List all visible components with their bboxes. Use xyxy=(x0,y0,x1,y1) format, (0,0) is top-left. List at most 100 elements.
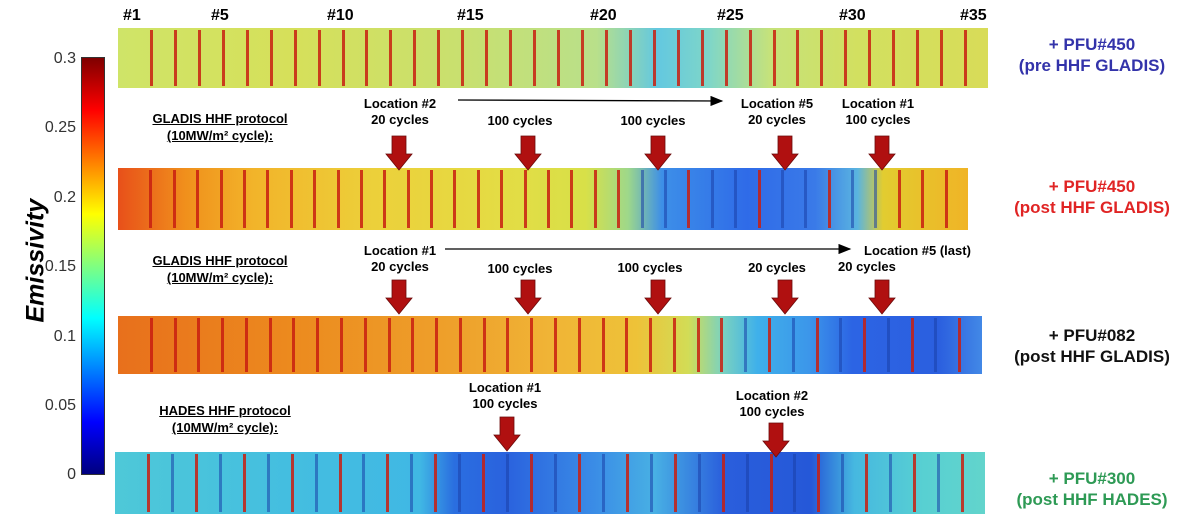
pfu-strip-4 xyxy=(115,452,985,514)
tile-gap-line xyxy=(149,170,153,228)
tile-gap-line xyxy=(194,454,198,512)
annotation-location-5-last: Location #5 (last) 20 cycles xyxy=(838,243,988,275)
pfu-id: + PFU#450 xyxy=(1048,177,1136,196)
tile-gap-line xyxy=(604,30,608,86)
tile-gap-line xyxy=(244,318,248,372)
down-arrow-icon xyxy=(644,135,672,171)
tile-gap-line xyxy=(934,318,938,372)
down-arrow-icon xyxy=(868,135,896,171)
tile-gap-line xyxy=(601,454,605,512)
tile-gap-line xyxy=(218,454,222,512)
tile-gap-line xyxy=(687,170,691,228)
tile-gap-line xyxy=(710,170,714,228)
annotation-location-1: Location #1 20 cycles xyxy=(350,243,450,275)
tile-gap-line xyxy=(640,170,644,228)
tile-gap-line xyxy=(149,318,153,372)
tile-gap-line xyxy=(341,30,345,86)
pfu-label-4: + PFU#300 (post HHF HADES) xyxy=(992,468,1192,510)
tile-gap-line xyxy=(523,170,527,228)
tile-gap-line xyxy=(676,30,680,86)
annotation-cycles: 100 cycles xyxy=(620,113,686,128)
protocol-label-2: GLADIS HHF protocol (10MW/m² cycle): xyxy=(130,252,310,286)
protocol-flux: (10MW/m² cycle): xyxy=(166,270,274,285)
tile-gap-line xyxy=(363,318,367,372)
tile-gap-line xyxy=(961,454,965,512)
tile-gap-line xyxy=(744,318,748,372)
tile-gap-line xyxy=(530,318,534,372)
annotation-location: Location #5 (last) xyxy=(864,243,971,258)
annotation-cycles: 20 cycles xyxy=(748,112,806,127)
annotation-cycles: 20 cycles xyxy=(371,112,429,127)
tile-gap-line xyxy=(242,170,246,228)
tile-gap-line xyxy=(547,170,550,228)
colorbar-tick: 0.2 xyxy=(53,189,76,206)
tile-gap-line xyxy=(697,454,701,512)
tile-number: #35 xyxy=(960,7,987,24)
tile-gap-line xyxy=(221,318,225,372)
pfu-id: + PFU#300 xyxy=(1048,469,1136,488)
tile-gap-line xyxy=(485,30,489,86)
tile-gap-line xyxy=(196,170,200,228)
tile-number: #30 xyxy=(839,7,866,24)
pfu-strip-3 xyxy=(118,316,982,374)
tile-gap-line xyxy=(734,170,738,228)
tile-gap-line xyxy=(290,454,294,512)
tile-gap-line xyxy=(649,318,653,372)
tile-gap-line xyxy=(316,318,320,372)
tile-gap-line xyxy=(913,454,917,512)
down-arrow-icon xyxy=(385,135,413,171)
tile-gap-line xyxy=(874,170,878,228)
tile-gap-line xyxy=(530,454,534,512)
annotation-cycles: 20 cycles xyxy=(748,260,806,275)
tile-gap-line xyxy=(221,30,225,86)
annotation-cycles: 100 cycles xyxy=(739,404,805,419)
tile-gap-line xyxy=(389,30,393,86)
tile-gap-line xyxy=(458,454,462,512)
tile-gap-line xyxy=(700,30,704,86)
tile-number: #20 xyxy=(590,7,617,24)
tile-gap-line xyxy=(410,454,414,512)
tile-gap-line xyxy=(889,454,893,512)
tile-gap-line xyxy=(748,30,752,86)
tile-gap-line xyxy=(533,30,537,86)
tile-gap-line xyxy=(580,30,584,86)
tile-gap-line xyxy=(944,170,948,228)
tile-number: #10 xyxy=(327,7,354,24)
tile-gap-line xyxy=(482,318,486,372)
tile-gap-line xyxy=(937,454,941,512)
tile-gap-line xyxy=(506,454,510,512)
annotation-location: Location #2 xyxy=(735,388,809,403)
tile-gap-line xyxy=(772,30,776,86)
pfu-condition: (post HHF GLADIS) xyxy=(1014,198,1170,217)
colorbar-gradient xyxy=(81,57,105,475)
tile-gap-line xyxy=(453,170,457,228)
tile-gap-line xyxy=(359,170,363,228)
colorbar-tick: 0.05 xyxy=(44,397,76,414)
protocol-title: GLADIS HHF protocol xyxy=(152,253,288,268)
tile-gap-line xyxy=(921,170,925,228)
pfu-condition: (post HHF GLADIS) xyxy=(1014,347,1170,366)
tile-gap-line xyxy=(892,30,896,86)
tile-gap-line xyxy=(219,170,223,228)
tile-gap-line xyxy=(317,30,321,86)
tile-number: #5 xyxy=(211,7,229,24)
tile-gap-line xyxy=(897,170,901,228)
tile-gap-line xyxy=(696,318,700,372)
tile-gap-line xyxy=(435,318,439,372)
tile-gap-line xyxy=(570,170,574,228)
pfu-label-2: + PFU#450 (post HHF GLADIS) xyxy=(992,176,1192,218)
annotation-location-2: Location #2 20 cycles xyxy=(350,96,450,128)
down-arrow-icon xyxy=(644,279,672,315)
tile-gap-line xyxy=(796,30,800,86)
tile-gap-line xyxy=(197,318,201,372)
tile-gap-line xyxy=(500,170,504,228)
tile-gap-line xyxy=(365,30,369,86)
tile-gap-line xyxy=(476,170,480,228)
colorbar-tick: 0.15 xyxy=(44,258,76,275)
tile-gap-line xyxy=(268,318,272,372)
annotation-cycles: 100 cycles xyxy=(472,396,538,411)
colorbar-tick: 0.1 xyxy=(53,328,76,345)
tile-number: #15 xyxy=(457,7,484,24)
tile-gap-line xyxy=(625,318,629,372)
down-arrow-icon xyxy=(868,279,896,315)
